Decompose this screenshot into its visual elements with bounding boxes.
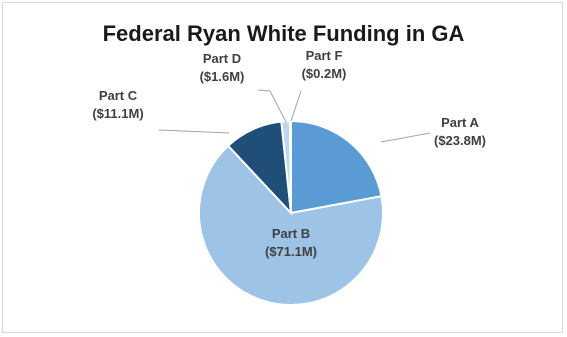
slice-name-label-part-c: Part C (99, 88, 138, 103)
slice-value-label-part-b: ($71.1M) (265, 244, 317, 259)
pie-slice-part-a (290, 119, 383, 215)
slice-name-label-part-d: Part D (203, 51, 241, 66)
pie-slice-part-f (288, 119, 292, 214)
leader-line-part-a (380, 132, 431, 143)
slice-name-label-part-a: Part A (441, 115, 479, 130)
slice-name-label-part-b: Part B (272, 226, 310, 241)
slice-value-label-part-a: ($23.8M) (434, 133, 486, 148)
leader-line-part-c (158, 129, 230, 134)
leader-line-part-f (290, 90, 302, 122)
slice-value-label-part-c: ($11.1M) (92, 106, 143, 121)
slice-name-label-part-f: Part F (306, 48, 343, 63)
slice-value-label-part-f: ($0.2M) (302, 66, 347, 81)
leader-line-part-d (257, 89, 287, 123)
pie-slice-part-b (198, 144, 384, 306)
slice-value-label-part-d: ($1.6M) (200, 69, 245, 84)
chart-title: Federal Ryan White Funding in GA (102, 21, 465, 46)
